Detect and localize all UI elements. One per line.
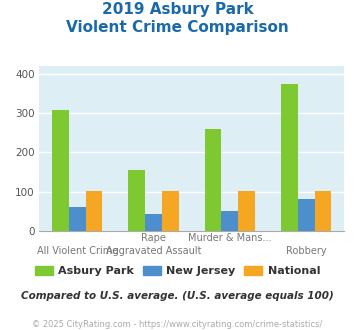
Bar bbox=[129, 170, 145, 231]
Bar bbox=[145, 214, 162, 231]
Text: 2019 Asbury Park: 2019 Asbury Park bbox=[102, 2, 253, 16]
Bar bbox=[315, 191, 331, 231]
Text: Robbery: Robbery bbox=[286, 246, 327, 256]
Bar bbox=[222, 211, 238, 231]
Bar bbox=[238, 191, 255, 231]
Bar bbox=[52, 110, 69, 231]
Bar bbox=[86, 191, 102, 231]
Legend: Asbury Park, New Jersey, National: Asbury Park, New Jersey, National bbox=[31, 261, 324, 280]
Bar bbox=[162, 190, 179, 231]
Text: Aggravated Assault: Aggravated Assault bbox=[106, 246, 201, 256]
Text: © 2025 CityRating.com - https://www.cityrating.com/crime-statistics/: © 2025 CityRating.com - https://www.city… bbox=[32, 320, 323, 329]
Text: Murder & Mans...: Murder & Mans... bbox=[188, 233, 272, 243]
Text: All Violent Crime: All Violent Crime bbox=[37, 246, 118, 256]
Bar bbox=[281, 84, 298, 231]
Bar bbox=[298, 199, 315, 231]
Text: Compared to U.S. average. (U.S. average equals 100): Compared to U.S. average. (U.S. average … bbox=[21, 291, 334, 301]
Bar bbox=[205, 129, 222, 231]
Text: Rape: Rape bbox=[141, 233, 166, 243]
Text: Violent Crime Comparison: Violent Crime Comparison bbox=[66, 20, 289, 35]
Bar bbox=[69, 208, 86, 231]
